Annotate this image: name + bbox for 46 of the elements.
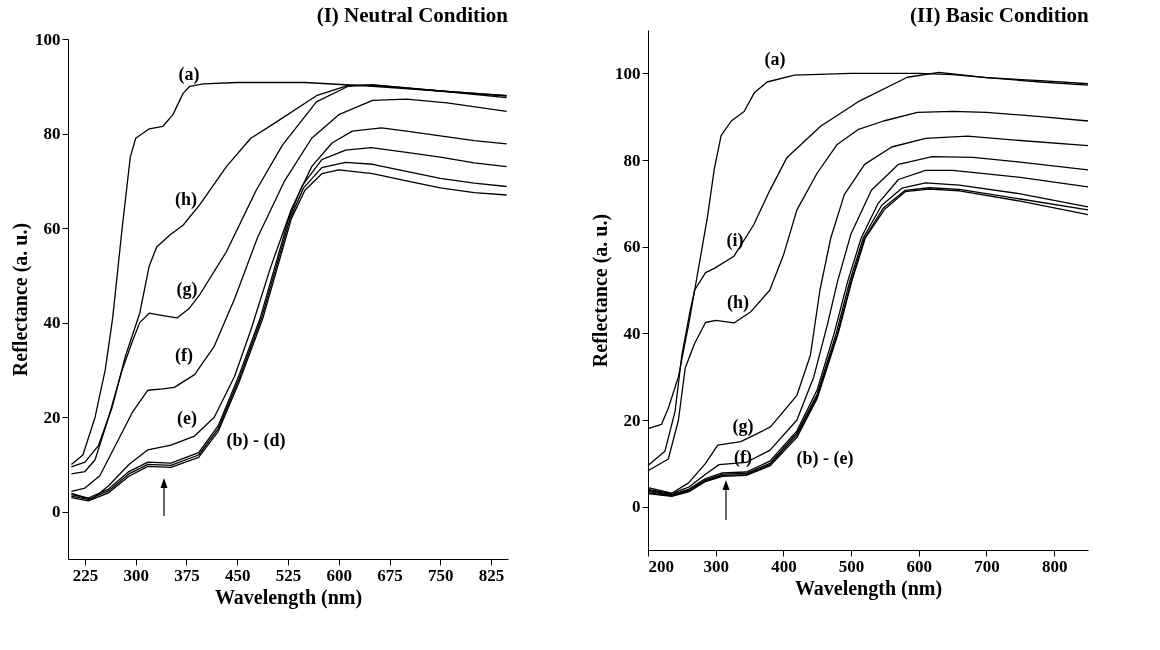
chart-title: (I) Neutral Condition [316, 3, 509, 27]
x-tick-label: 750 [428, 565, 454, 585]
y-tick-label: 100 [35, 29, 61, 49]
annotation: (i) [726, 230, 744, 251]
x-axis-title: Wavelength (nm) [214, 585, 363, 609]
x-tick-label: 525 [275, 565, 302, 585]
x-tick-label: 600 [906, 556, 933, 576]
x-tick-label: 225 [72, 565, 99, 585]
annotation: (a) [178, 64, 200, 85]
y-tick-label: 20 [43, 407, 61, 427]
y-tick-label: 40 [623, 323, 641, 343]
y-tick-label: 0 [52, 502, 61, 522]
annotation: (h) [727, 292, 749, 313]
x-tick-label: 500 [838, 556, 865, 576]
x-tick-label: 700 [974, 556, 1000, 576]
x-tick-label: 300 [703, 556, 729, 576]
chart-title: (II) Basic Condition [910, 3, 1089, 27]
y-tick-label: 100 [615, 63, 641, 83]
x-tick-label: 400 [771, 556, 797, 576]
annotation: (a) [764, 49, 786, 70]
x-tick-label: 300 [123, 565, 149, 585]
annotation: (g) [732, 416, 754, 437]
y-tick-label: 20 [623, 410, 641, 430]
annotation: (f) [175, 345, 193, 366]
x-tick-label: 600 [326, 565, 353, 585]
y-tick-label: 40 [43, 313, 61, 333]
x-axis-title: Wavelength (nm) [794, 576, 943, 600]
annotation: (b) - (e) [796, 448, 854, 469]
annotation: (h) [175, 189, 197, 210]
y-tick-label: 60 [623, 237, 641, 257]
y-axis-title: Reflectance (a. u.) [9, 222, 32, 377]
annotation: (e) [177, 408, 197, 429]
x-tick-label: 675 [377, 565, 403, 585]
y-tick-label: 80 [623, 150, 641, 170]
x-tick-label: 200 [648, 556, 674, 576]
y-tick-label: 80 [43, 124, 61, 144]
x-tick-label: 375 [174, 565, 200, 585]
y-axis-title: Reflectance (a. u.) [589, 213, 612, 368]
x-tick-label: 800 [1041, 556, 1068, 576]
y-tick-label: 0 [632, 497, 641, 517]
x-tick-label: 450 [224, 565, 251, 585]
y-tick-label: 60 [43, 218, 61, 238]
x-tick-label: 825 [478, 565, 505, 585]
annotation: (g) [176, 279, 198, 300]
annotation: (f) [734, 447, 752, 468]
annotation: (b) - (d) [226, 430, 286, 451]
